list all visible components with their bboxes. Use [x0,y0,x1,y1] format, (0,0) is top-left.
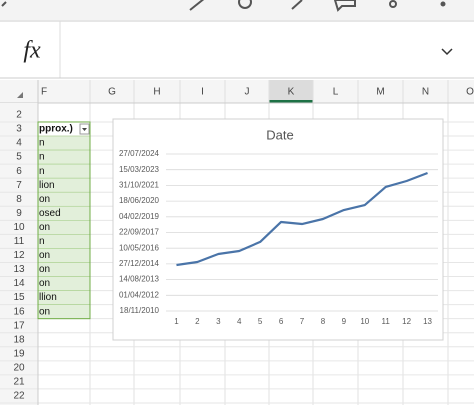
back-icon[interactable] [1,1,7,7]
table-cell-fill [37,135,91,151]
toolbar [0,0,474,20]
y-tick-label: 18/11/2010 [120,306,160,315]
row-header[interactable]: 16 [13,306,25,317]
row-header[interactable]: 15 [13,292,25,303]
row-header[interactable]: 14 [13,278,25,289]
row-header[interactable]: 6 [16,166,22,177]
x-tick-label: 9 [342,317,347,326]
x-tick-label: 12 [402,317,411,326]
highlighter-icon[interactable] [291,0,303,10]
column-header[interactable]: O [466,87,474,98]
table-cell-fill [37,149,91,165]
row-header[interactable]: 17 [13,320,25,331]
table-cell[interactable]: osed [39,208,61,219]
row-header[interactable]: 11 [14,236,25,247]
table-header-cell[interactable]: pprox.) [39,124,73,135]
table-cell[interactable]: on [39,278,50,289]
row-header[interactable]: 3 [16,124,22,135]
table-cell[interactable]: n [39,166,45,177]
share-icon[interactable] [389,0,397,8]
y-tick-label: 01/04/2012 [119,290,160,299]
selection-underline [269,100,313,103]
table-cell-fill [37,163,91,179]
y-tick-label: 10/05/2016 [119,243,160,252]
row-header[interactable]: 21 [13,377,25,388]
y-tick-label: 18/06/2020 [119,196,160,205]
table-cell[interactable]: n [39,152,45,163]
row-header[interactable]: 20 [13,362,25,373]
row-header[interactable]: 9 [16,208,22,219]
toolbar-icons [1,0,446,12]
x-tick-label: 3 [216,317,221,326]
y-tick-label: 15/03/2023 [119,165,160,174]
row-header[interactable]: 2 [16,110,22,121]
x-tick-label: 1 [174,317,179,326]
row-header[interactable]: 10 [13,222,25,233]
column-header[interactable]: F [41,87,47,98]
row-header[interactable]: 5 [16,152,22,163]
y-tick-label: 04/02/2019 [119,212,160,221]
column-header[interactable]: J [245,87,250,98]
selected-column-header [269,80,313,103]
column-header[interactable]: G [108,87,116,98]
row-header[interactable]: 18 [13,334,25,345]
x-tick-label: 2 [195,317,200,326]
fx-label[interactable]: fx [23,38,41,64]
column-header[interactable]: N [422,87,429,98]
table-cell-fill [37,234,91,249]
y-tick-label: 14/08/2013 [119,275,160,284]
pen-icon[interactable] [189,0,205,11]
data-line [176,171,428,267]
table-cell[interactable]: n [39,138,45,149]
column-header[interactable]: K [288,87,295,98]
chart-box[interactable] [112,118,444,341]
table-cell[interactable]: n [39,236,45,247]
x-tick-label: 8 [321,317,326,326]
x-tick-label: 4 [237,317,242,326]
table-cell[interactable]: on [39,306,50,317]
column-header[interactable]: M [376,87,384,98]
x-tick-label: 11 [382,317,391,326]
x-tick-label: 10 [360,317,369,326]
y-tick-label: 27/07/2024 [119,149,160,158]
row-header[interactable]: 12 [13,250,25,261]
x-tick-label: 7 [300,317,305,326]
row-header[interactable]: 4 [16,138,22,149]
y-tick-label: 31/10/2021 [119,181,160,190]
more-icon[interactable] [440,1,446,7]
x-tick-label: 6 [279,317,284,326]
y-tick-label: 27/12/2014 [119,259,160,268]
row-header[interactable]: 8 [16,194,22,205]
search-icon[interactable] [238,0,252,9]
x-tick-label: 5 [258,317,263,326]
chart-title: Date [266,127,293,142]
column-header-bar [0,80,474,103]
table-cell[interactable]: lion [39,180,55,191]
y-tick-label: 22/09/2017 [119,228,160,237]
filter-arrow [82,128,87,131]
table-cell[interactable]: on [39,250,50,261]
column-header[interactable]: I [201,87,204,98]
x-tick-label: 13 [423,317,432,326]
row-header-bar [0,103,38,405]
column-header[interactable]: H [153,87,160,98]
column-header[interactable]: L [333,87,339,98]
table-border [37,121,91,320]
table-cell[interactable]: on [39,194,50,205]
table-cell[interactable]: on [39,264,50,275]
select-all[interactable] [17,92,23,98]
comment-icon[interactable] [333,0,356,12]
row-header[interactable]: 19 [13,348,25,359]
expand-chevron[interactable] [441,48,453,56]
row-header[interactable]: 22 [13,391,25,402]
table-cell[interactable]: on [39,222,50,233]
row-header[interactable]: 13 [13,264,25,275]
row-header[interactable]: 7 [16,180,22,191]
table-cell[interactable]: llion [39,292,57,303]
